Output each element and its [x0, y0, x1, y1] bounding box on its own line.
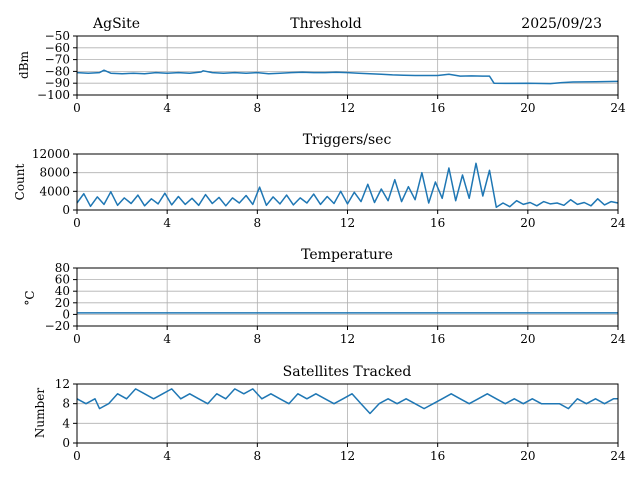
threshold-xtick-label: 0 — [73, 101, 81, 115]
triggers-ytick-label: 8000 — [39, 166, 70, 180]
satellites-ytick-label: 0 — [62, 436, 70, 450]
threshold-series-line — [76, 69, 619, 85]
threshold-ytick-label: −70 — [45, 53, 70, 67]
satellites-xtick-label: 8 — [254, 449, 262, 463]
temperature-ytick-label: 0 — [62, 307, 70, 321]
satellites-xtick-label: 0 — [73, 449, 81, 463]
satellites-xtick-label: 4 — [163, 449, 171, 463]
threshold-ytick-label: −100 — [37, 88, 70, 102]
triggers-ytick-label: 12000 — [32, 147, 70, 161]
satellites-axes: 0 4 8 12 16 20 24 0 4 8 12 — [55, 377, 626, 463]
triggers-axes: 0 4 8 12 16 20 24 0 4000 8000 12000 — [32, 147, 626, 230]
threshold-axes: 0 4 8 12 16 20 24 −100−90−80−70−60−50 — [37, 29, 626, 115]
threshold-xtick-label: 20 — [520, 101, 535, 115]
triggers-xtick-label: 16 — [430, 216, 445, 230]
temperature-ytick-label: 20 — [55, 296, 70, 310]
temperature-xtick-label: 4 — [163, 332, 171, 346]
temperature-ytick-label: 80 — [55, 261, 70, 275]
triggers-xtick-label: 0 — [73, 216, 81, 230]
threshold-ytick-label: −90 — [45, 76, 70, 90]
triggers-xtick-label: 12 — [340, 216, 355, 230]
satellites-series-line — [76, 388, 618, 415]
threshold-xtick-label: 24 — [610, 101, 626, 115]
temperature-xtick-label: 12 — [340, 332, 355, 346]
temperature-ytick-label: 40 — [55, 284, 70, 298]
temperature-ylabel: °C — [23, 290, 37, 305]
temperature-title: Temperature — [301, 247, 393, 263]
triggers-xtick-label: 8 — [254, 216, 262, 230]
satellites-title: Satellites Tracked — [283, 364, 412, 380]
threshold-title: Threshold — [290, 16, 361, 32]
satellites-xtick-label: 16 — [430, 449, 445, 463]
temperature-xtick-label: 24 — [610, 332, 626, 346]
threshold-xtick-label: 8 — [254, 101, 262, 115]
triggers-ytick-label: 4000 — [39, 184, 70, 198]
triggers-title: Triggers/sec — [303, 132, 392, 148]
satellites-xtick-label: 24 — [610, 449, 626, 463]
threshold-ytick-label: −50 — [45, 29, 70, 43]
date-label: 2025/09/23 — [521, 16, 602, 32]
threshold-xtick-label: 4 — [163, 101, 171, 115]
temperature-xtick-label: 8 — [254, 332, 262, 346]
threshold-xtick-label: 16 — [430, 101, 445, 115]
temperature-xtick-label: 20 — [520, 332, 535, 346]
threshold-xtick-label: 12 — [340, 101, 355, 115]
temperature-ytick-label: −20 — [45, 319, 70, 333]
temperature-xtick-label: 0 — [73, 332, 81, 346]
triggers-xtick-label: 20 — [520, 216, 535, 230]
satellites-ytick-label: 12 — [55, 377, 70, 391]
triggers-ytick-label: 0 — [62, 203, 70, 217]
plot-area: 0 4 8 12 16 20 24 −100−90−80−70−60−50 0 4 8 12 16 20 2… — [32, 29, 626, 463]
satellites-xtick-label: 12 — [340, 449, 355, 463]
satellites-ylabel: Number — [33, 388, 47, 438]
triggers-xtick-label: 24 — [610, 216, 626, 230]
triggers-xtick-label: 4 — [163, 216, 171, 230]
temperature-ytick-label: 60 — [55, 273, 70, 287]
satellites-ytick-label: 8 — [62, 397, 70, 411]
satellites-xtick-label: 20 — [520, 449, 535, 463]
satellites-ytick-label: 4 — [62, 416, 70, 430]
threshold-ytick-label: −80 — [45, 64, 70, 78]
temperature-xtick-label: 16 — [430, 332, 445, 346]
threshold-ytick-label: −60 — [45, 41, 70, 55]
threshold-ylabel: dBm — [17, 50, 31, 79]
triggers-ylabel: Count — [13, 163, 27, 200]
site-name: AgSite — [92, 16, 140, 32]
triggers-series-line — [76, 162, 619, 208]
